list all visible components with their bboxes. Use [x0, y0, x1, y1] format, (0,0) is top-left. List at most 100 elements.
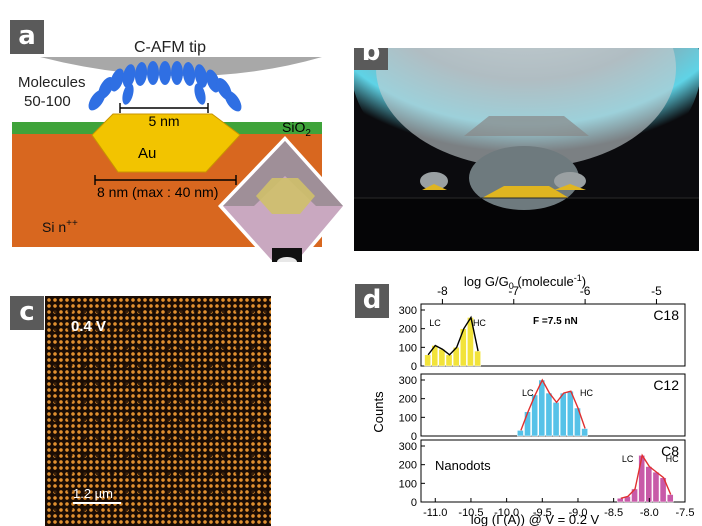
top-axis-tick-label: -7 — [508, 284, 519, 298]
scale-bar — [73, 502, 121, 504]
y-tick-label: 200 — [399, 394, 417, 406]
gold-dot-left — [422, 184, 447, 190]
x-tick-label: -8.5 — [604, 507, 623, 519]
molecule — [98, 77, 114, 99]
panel-c-array-image: 0.4 V 1.2 µm — [45, 296, 271, 526]
histogram-bar — [538, 379, 546, 437]
subplot-frame — [420, 303, 686, 367]
top-axis-tick-label: -5 — [651, 284, 662, 298]
fit-curve — [620, 453, 672, 499]
panel-a-label: a — [10, 20, 44, 54]
force-annotation: F =7.5 nN — [533, 316, 578, 327]
bottom-width-label: 8 nm (max : 40 nm) — [97, 184, 218, 200]
lc-label: LC — [429, 318, 441, 328]
x-tick-label: -10.5 — [458, 507, 483, 519]
top-axis-label: log G/G0 (molecule-1) — [464, 273, 586, 291]
y-tick-label: 100 — [399, 412, 417, 424]
x-tick-label: -9.5 — [533, 507, 552, 519]
molecule-cluster-right — [554, 172, 586, 190]
afm-tip-core — [376, 48, 676, 168]
x-axis-label: log (I (A)) @ V = 0.2 V — [471, 512, 600, 526]
y-tick-label: 0 — [411, 361, 417, 373]
molecule — [182, 62, 196, 86]
gold-nanodot — [91, 113, 241, 173]
x-tick-label: -9.0 — [568, 507, 587, 519]
molecule — [171, 61, 183, 85]
y-tick-label: 300 — [399, 375, 417, 387]
histogram-bar — [652, 471, 660, 503]
molecules-count: 50-100 — [24, 93, 71, 110]
tip-apex — [464, 116, 589, 136]
y-tick-label: 300 — [399, 441, 417, 453]
y-tick-label: 100 — [399, 478, 417, 490]
molecule-cluster-left — [420, 172, 448, 190]
molecule — [110, 68, 124, 92]
sio2-label: SiO2 — [282, 119, 311, 139]
molecule — [134, 62, 148, 86]
lc-label: LC — [622, 454, 634, 464]
top-axis-tick-label: -6 — [580, 284, 591, 298]
panel-a-schematic: C-AFM tip Molecules 50-100 5 nm Au SiO2 … — [12, 39, 348, 262]
panel-c-label: c — [10, 296, 44, 330]
tem-mini-image — [272, 248, 302, 262]
hc-label: HC — [580, 388, 593, 398]
y-tick-label: 100 — [399, 342, 417, 354]
top-axis-tick-label: -8 — [437, 284, 448, 298]
series-name: C18 — [653, 307, 679, 323]
histogram-bar — [474, 350, 481, 367]
histogram-bar — [581, 428, 588, 437]
molecule — [122, 64, 136, 88]
histogram-bar — [552, 402, 560, 437]
panel-d-histograms: log G/G0 (molecule-1) Counts log (I (A))… — [371, 273, 695, 526]
molecule — [194, 83, 206, 105]
x-tick-label: -10.0 — [494, 507, 519, 519]
x-tick-label: -8.0 — [640, 507, 659, 519]
molecule — [194, 64, 208, 88]
histogram-bar — [616, 498, 624, 503]
panel-d-label: d — [355, 284, 389, 318]
x-tick-label: -7.5 — [676, 507, 695, 519]
x-tick-label: -11.0 — [423, 507, 447, 519]
y-tick-label: 200 — [399, 460, 417, 472]
gold-dot-center — [482, 186, 569, 198]
dark-spots-overlay — [45, 296, 271, 526]
series-name: C8 — [661, 443, 679, 459]
histogram-bar — [666, 494, 674, 503]
histogram-bar — [559, 392, 567, 437]
fit-curve — [427, 315, 479, 356]
substrate-label: Si n++ — [42, 218, 78, 235]
y-tick-label: 200 — [399, 324, 417, 336]
molecule — [224, 90, 242, 112]
tip-label: C-AFM tip — [134, 39, 206, 56]
subplot-frame — [420, 439, 686, 503]
voltage-label: 0.4 V — [71, 318, 107, 335]
histogram-bar — [545, 392, 553, 437]
histogram-bar — [517, 430, 524, 437]
tem-mini-dot — [277, 257, 297, 262]
nanodot-cross-section — [256, 178, 315, 214]
hc-label: HC — [473, 318, 486, 328]
nanodots-label: Nanodots — [435, 458, 491, 473]
molecule-layer — [88, 61, 242, 112]
panel-b-svg — [354, 48, 699, 251]
series-name: C12 — [653, 377, 679, 393]
molecule — [122, 83, 134, 105]
y-tick-label: 0 — [411, 431, 417, 443]
histogram-bar — [424, 354, 431, 367]
panel-b-label: b — [354, 48, 388, 70]
histogram-bar — [638, 455, 646, 503]
hc-label: HC — [666, 454, 679, 464]
molecule — [147, 61, 159, 85]
y-tick-label: 300 — [399, 305, 417, 317]
gold-label: Au — [138, 145, 156, 162]
histogram-bar — [567, 390, 574, 437]
histogram-bar — [445, 354, 453, 367]
molecule — [159, 61, 171, 85]
tem-inset — [218, 136, 348, 262]
gold-dot-right — [554, 184, 586, 190]
histogram-bar — [645, 466, 653, 503]
panel-b-rendering: b — [354, 48, 699, 251]
molecule — [206, 69, 220, 93]
fit-curve — [520, 378, 586, 431]
histogram-bar — [524, 411, 531, 437]
